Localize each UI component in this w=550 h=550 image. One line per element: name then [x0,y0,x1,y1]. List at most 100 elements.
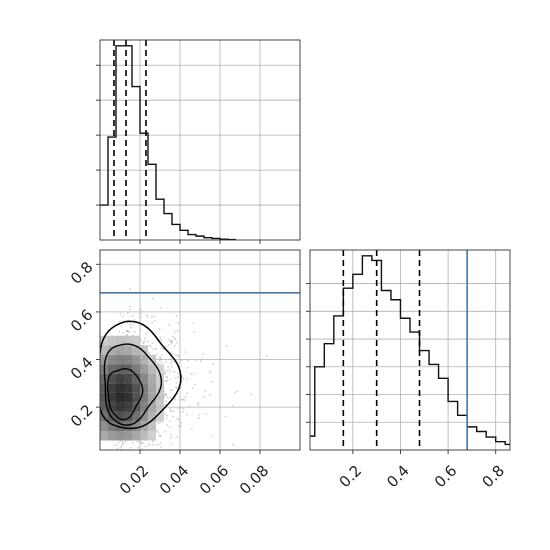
scatter-point [159,356,162,359]
scatter-point [125,329,128,332]
density-cell [156,373,164,384]
density-contour-2 [100,320,182,430]
scatter-point [177,356,180,358]
scatter-point [171,340,173,342]
joint-frame [99,249,301,451]
scatter-point [151,321,154,324]
scatter-point [143,340,146,342]
scatter-point [170,359,173,362]
scatter-point [142,341,145,344]
scatter-point [149,345,152,348]
scatter-point [159,442,162,445]
joint-xtick-label-0: 0.02 [116,462,152,498]
density-cell [116,364,124,374]
scatter-point [176,329,179,332]
scatter-point [164,372,167,375]
scatter-point [165,392,167,395]
density-cell [140,392,148,403]
density-cell [100,345,108,355]
scatter-point [152,348,154,351]
scatter-point [126,321,128,324]
density-cell [108,402,116,412]
scatter-point [164,372,166,375]
scatter-point [165,360,167,363]
scatter-point [169,351,172,354]
scatter-point [198,413,201,416]
joint-ytick-label-0: 0.2 [67,401,97,431]
scatter-point [121,441,124,444]
density-cell [100,430,108,441]
scatter-point [127,330,129,333]
density-cell [124,383,132,393]
scatter-point [203,396,206,399]
scatter-point [150,316,153,319]
scatter-point [182,407,185,410]
scatter-point [174,337,177,340]
joint-content [100,288,268,450]
scatter-point [186,413,189,416]
hist-p2-xtick-label-1: 0.4 [383,462,413,492]
density-cell [100,383,108,393]
scatter-point [144,337,146,339]
scatter-point [148,351,151,354]
scatter-point [176,435,178,438]
scatter-point [193,373,196,376]
density-cell [132,392,140,403]
scatter-point [173,338,175,340]
scatter-point [235,390,238,393]
scatter-point [172,415,174,418]
scatter-point [212,362,215,365]
scatter-point [151,444,154,447]
density-cell [156,392,164,403]
scatter-point [198,416,200,419]
scatter-point [177,418,180,421]
scatter-point [170,366,173,368]
scatter-point [140,312,143,315]
scatter-point [173,345,176,347]
scatter-point [169,396,172,399]
scatter-point [129,323,131,326]
density-cell [156,364,164,374]
density-contour-1 [103,343,163,426]
scatter-point [155,347,158,350]
scatter-point [191,386,194,389]
scatter-point [126,334,129,336]
scatter-point [174,386,177,389]
density-cell [140,364,148,374]
scatter-point [126,330,129,333]
scatter-point [132,441,134,444]
scatter-point [152,297,154,300]
scatter-point [184,395,187,398]
scatter-point [178,410,181,413]
scatter-point [190,428,193,430]
scatter-point [172,410,175,413]
scatter-point [169,410,172,413]
scatter-point [171,389,174,392]
scatter-point [231,404,234,407]
scatter-point [165,417,168,419]
scatter-point [224,415,227,418]
density-cell [148,411,156,422]
scatter-point [128,330,131,333]
scatter-point [113,444,115,447]
scatter-point [159,358,162,361]
scatter-point [164,413,167,416]
scatter-point [195,359,198,362]
scatter-point [234,391,237,394]
scatter-point [133,331,136,333]
scatter-point [165,379,168,382]
scatter-point [147,340,149,343]
scatter-point [151,342,154,345]
scatter-point [160,347,163,350]
scatter-point [118,320,121,323]
scatter-point [121,440,124,443]
scatter-point [202,353,205,356]
density-cell [108,345,116,355]
density-cell [124,345,132,355]
scatter-point [165,376,167,378]
density-cell [108,383,116,393]
scatter-point [211,380,213,383]
scatter-point [119,312,122,315]
scatter-point [124,440,127,443]
